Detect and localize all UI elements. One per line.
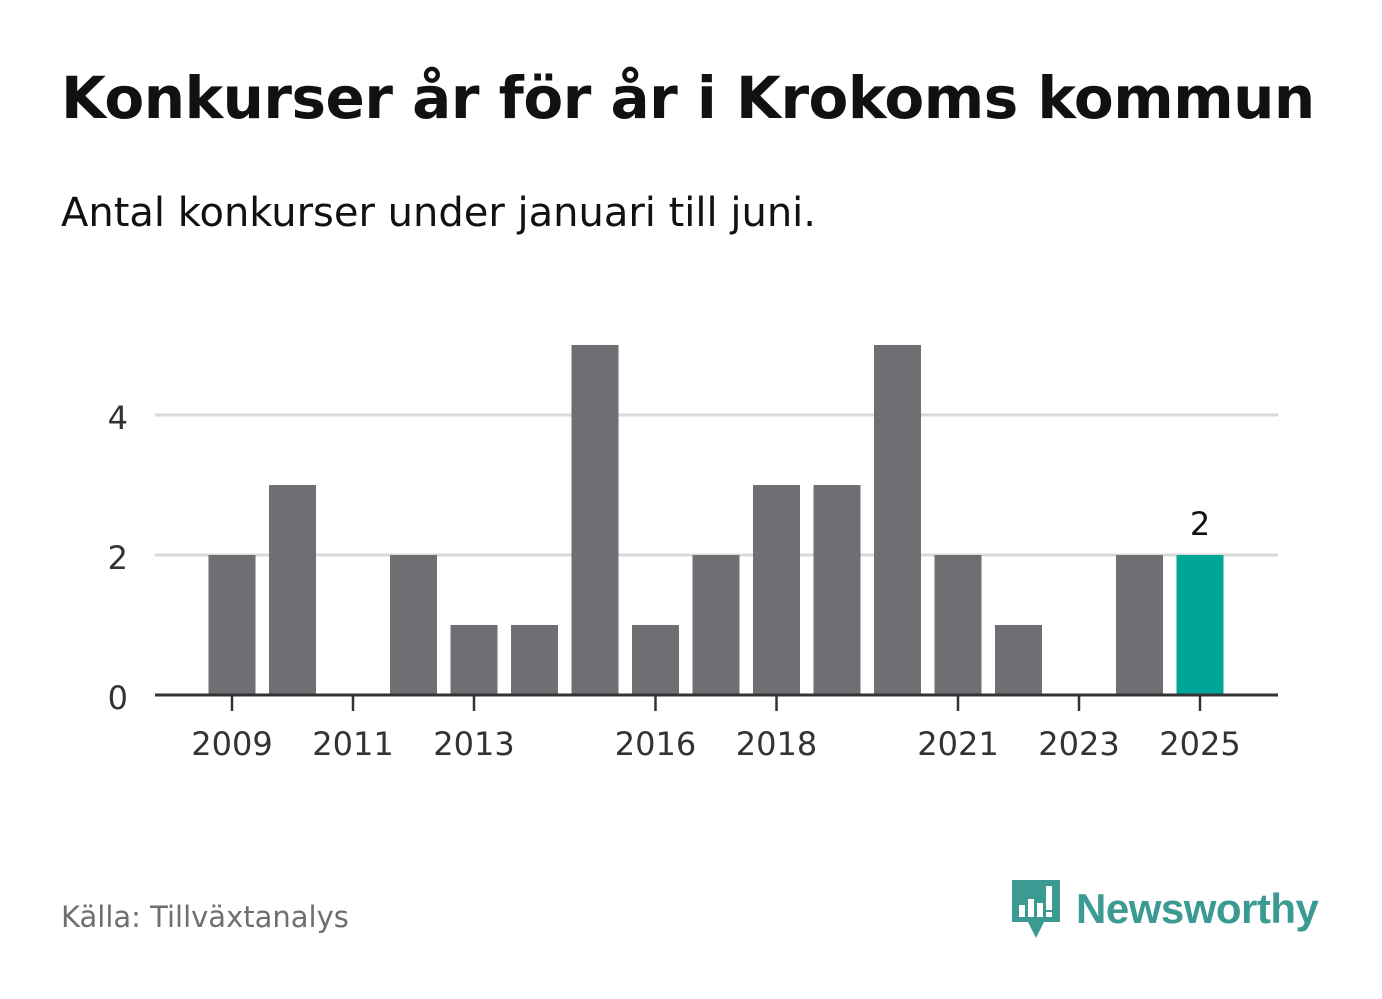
bar <box>1116 555 1163 695</box>
data-label: 2 <box>1190 505 1210 543</box>
y-tick-label: 4 <box>108 399 128 437</box>
x-tick-label: 2016 <box>615 725 696 763</box>
bar <box>450 625 498 695</box>
bar <box>753 485 800 695</box>
bar-highlight <box>1176 555 1224 695</box>
bar <box>632 625 679 695</box>
bar <box>208 555 256 695</box>
y-tick-label: 2 <box>108 539 128 577</box>
x-tick-label: 2009 <box>191 725 272 763</box>
source-note: Källa: Tillväxtanalys <box>61 900 349 934</box>
bar <box>511 625 558 695</box>
y-tick-label: 0 <box>108 679 128 717</box>
bar <box>390 555 437 695</box>
chart-title: Konkurser år för år i Krokoms kommun <box>61 64 1315 132</box>
bar <box>269 485 316 695</box>
x-tick-label: 2023 <box>1038 725 1119 763</box>
brand-name: Newsworthy <box>1076 885 1319 932</box>
x-tick-label: 2021 <box>917 725 998 763</box>
newsworthy-logo-icon <box>1012 880 1060 938</box>
brand-logo: Newsworthy <box>1010 878 1319 940</box>
bar <box>813 485 861 695</box>
bar <box>874 345 921 695</box>
x-tick-label: 2018 <box>736 725 817 763</box>
x-tick-label: 2011 <box>312 725 393 763</box>
bar <box>692 555 740 695</box>
x-tick-label: 2013 <box>433 725 514 763</box>
x-tick-label: 2025 <box>1159 725 1240 763</box>
chart-subtitle: Antal konkurser under januari till juni. <box>61 190 816 236</box>
bar <box>934 555 982 695</box>
bar <box>995 625 1042 695</box>
bar <box>571 345 619 695</box>
